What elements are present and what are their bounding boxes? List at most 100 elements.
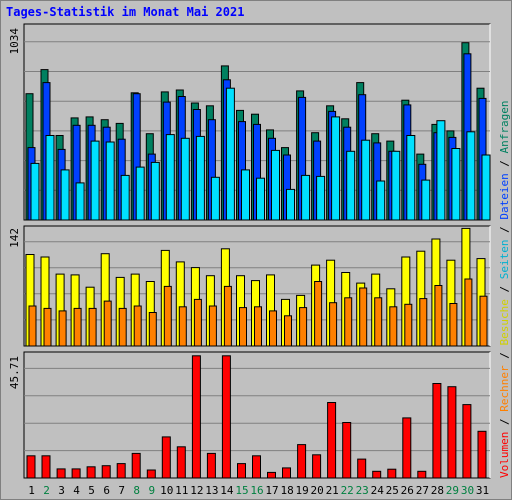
legend-besuche: Besuche (498, 299, 511, 345)
bar-seiten (331, 116, 341, 221)
bar-volumen (432, 383, 442, 479)
x-tick-label: 27 (416, 484, 429, 497)
x-tick-label: 5 (88, 484, 95, 497)
bar-seiten (120, 174, 130, 221)
bar-volumen (267, 471, 276, 479)
x-tick-label: 15 (235, 484, 248, 497)
x-tick-label: 6 (103, 484, 110, 497)
bar-seiten (150, 161, 160, 221)
x-tick-label: 17 (265, 484, 278, 497)
bar-volumen (176, 446, 186, 479)
bar-volumen (387, 468, 397, 479)
x-tick-label: 30 (461, 484, 474, 497)
legend-separator: / (498, 153, 511, 173)
bar-rechner (374, 297, 383, 347)
bar-rechner (239, 307, 247, 347)
bar-seiten (271, 149, 280, 221)
bar-seiten (105, 141, 115, 221)
legend-volumen: Volumen (498, 432, 511, 478)
x-tick-label: 13 (205, 484, 218, 497)
bar-seiten (210, 176, 220, 221)
bar-rechner (163, 285, 172, 347)
x-tick-label: 19 (295, 484, 308, 497)
bar-seiten (436, 120, 446, 221)
bar-seiten (301, 174, 311, 221)
bar-volumen (417, 470, 427, 479)
bar-rechner (178, 306, 187, 347)
x-tick-label: 9 (148, 484, 155, 497)
bar-volumen (86, 466, 96, 479)
side-legend: Volumen / Rechner / Besuche / Seiten / D… (498, 100, 511, 478)
bar-seiten (180, 137, 190, 221)
bar-seiten (481, 154, 491, 221)
x-tick-label: 20 (310, 484, 323, 497)
panel-requests-files-pages (23, 23, 491, 221)
bar-rechner (464, 278, 473, 347)
bar-rechner (73, 307, 82, 347)
x-tick-label: 26 (401, 484, 414, 497)
legend-separator: / (498, 412, 511, 432)
bar-rechner (329, 302, 338, 347)
legend-seiten: Seiten (498, 240, 511, 280)
bar-volumen (146, 469, 156, 479)
x-tick-label: 25 (386, 484, 399, 497)
x-tick-label: 3 (58, 484, 65, 497)
bar-volumen (297, 444, 307, 479)
bar-volumen (131, 452, 141, 479)
bar-volumen (447, 386, 457, 479)
x-tick-label: 1 (28, 484, 35, 497)
chart-title: Tages-Statistik im Monat Mai 2021 (6, 5, 245, 19)
bar-seiten (165, 134, 175, 221)
bar-rechner (43, 307, 52, 347)
y-max-label-top: 1034 (8, 28, 21, 55)
x-tick-label: 16 (250, 484, 263, 497)
bar-seiten (421, 179, 431, 221)
bar-volumen (101, 465, 111, 479)
bar-rechner (344, 297, 353, 347)
bar-volumen (477, 430, 487, 479)
bar-volumen (71, 468, 81, 479)
bar-seiten (256, 177, 265, 221)
x-tick-label: 21 (326, 484, 339, 497)
legend-anfragen: Anfragen (498, 100, 511, 153)
bar-volumen (206, 452, 216, 479)
bar-rechner (208, 305, 217, 347)
bar-rechner (434, 285, 443, 347)
bar-volumen (372, 470, 382, 479)
bar-rechner (223, 285, 232, 347)
bar-rechner (284, 315, 292, 347)
legend-dateien: Dateien (498, 173, 511, 219)
x-tick-label: 4 (73, 484, 80, 497)
bar-rechner (254, 306, 262, 347)
bar-seiten (391, 150, 401, 221)
bar-rechner (58, 310, 67, 347)
y-max-label-bottom: 45.71 (8, 356, 21, 389)
bar-volumen (237, 463, 246, 479)
bar-volumen (161, 436, 171, 479)
bar-seiten (376, 180, 386, 221)
x-tick-label: 8 (133, 484, 140, 497)
bar-volumen (327, 402, 337, 479)
bar-rechner (88, 307, 97, 347)
bar-rechner (404, 303, 413, 347)
bar-rechner (148, 312, 157, 347)
bar-volumen (342, 422, 352, 479)
bar-seiten (286, 188, 295, 221)
bar-seiten (195, 135, 205, 221)
bar-rechner (419, 298, 428, 347)
bar-volumen (402, 417, 412, 479)
bar-seiten (316, 175, 326, 221)
bar-seiten (135, 166, 145, 221)
bar-volumen (41, 455, 51, 479)
x-tick-label: 11 (175, 484, 188, 497)
bar-seiten (451, 148, 461, 221)
bar-seiten (406, 135, 416, 221)
x-tick-label: 23 (356, 484, 369, 497)
x-tick-label: 28 (431, 484, 444, 497)
bar-rechner (103, 300, 112, 347)
bar-seiten (241, 169, 250, 221)
x-tick-label: 24 (371, 484, 385, 497)
panel-volume (23, 351, 491, 479)
legend-rechner: Rechner (498, 365, 511, 412)
